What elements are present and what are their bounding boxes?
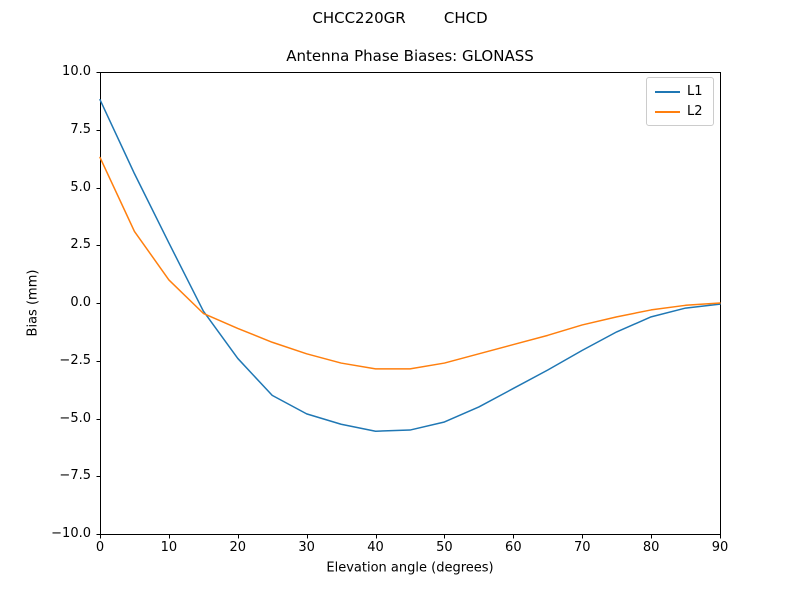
y-tick-label: 10.0 bbox=[62, 64, 91, 79]
legend-line-icon bbox=[655, 110, 680, 113]
legend: L1 L2 bbox=[646, 77, 714, 126]
x-tick-label: 90 bbox=[711, 540, 729, 555]
y-tick-label: −10.0 bbox=[51, 526, 91, 541]
legend-label: L2 bbox=[687, 104, 703, 119]
y-tick-label: 2.5 bbox=[70, 237, 91, 253]
legend-label: L1 bbox=[687, 84, 703, 99]
y-tick-label: −7.5 bbox=[59, 468, 91, 484]
chart-title: Antenna Phase Biases: GLONASS bbox=[286, 47, 534, 65]
x-tick-label: 20 bbox=[229, 540, 247, 555]
legend-entry-l1: L1 bbox=[655, 84, 705, 99]
legend-entry-l2: L2 bbox=[655, 104, 705, 119]
x-tick-label: 30 bbox=[298, 540, 315, 555]
y-tick-label: 5.0 bbox=[70, 179, 91, 195]
x-tick-label: 60 bbox=[505, 540, 522, 555]
x-tick-label: 40 bbox=[367, 540, 384, 555]
line-l2 bbox=[99, 156, 721, 370]
x-tick-label: 10 bbox=[160, 540, 178, 555]
x-axis-label: Elevation angle (degrees) bbox=[326, 560, 494, 576]
x-tick-label: 50 bbox=[436, 540, 453, 555]
y-tick-label: 0.0 bbox=[70, 295, 91, 310]
y-tick-label: 7.5 bbox=[70, 121, 91, 137]
x-tick-label: 80 bbox=[642, 540, 660, 555]
x-tick-label: 0 bbox=[95, 540, 105, 555]
figure-suptitle: CHCC220GR CHCD bbox=[312, 9, 488, 27]
y-tick-label: −5.0 bbox=[59, 410, 91, 426]
y-tick-label: −2.5 bbox=[59, 352, 91, 368]
x-tick-label: 70 bbox=[573, 540, 591, 555]
legend-line-icon bbox=[655, 90, 680, 93]
line-l1 bbox=[99, 98, 721, 432]
